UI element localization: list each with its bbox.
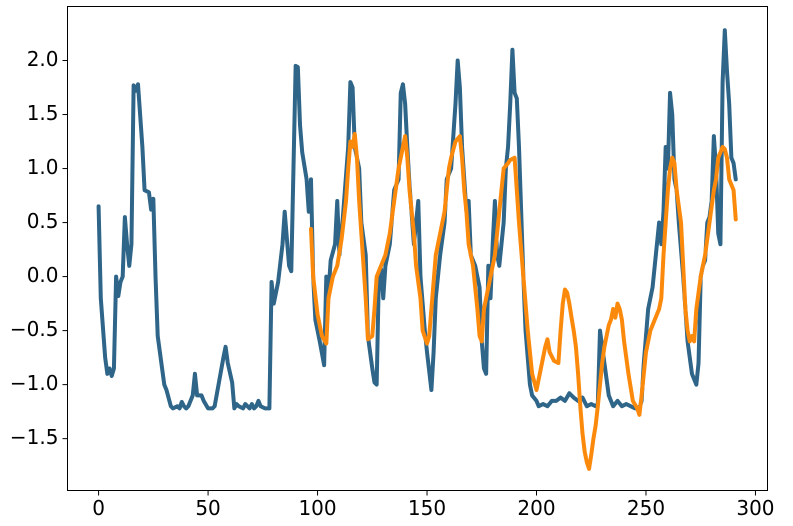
x-tick-label: 0 (92, 496, 105, 520)
x-tick-label: 50 (195, 496, 220, 520)
x-tick-label: 250 (627, 496, 665, 520)
y-tick-label: 2.0 (27, 47, 59, 71)
x-tick-label: 200 (517, 496, 555, 520)
y-tick-label: 1.5 (27, 101, 59, 125)
x-tick-label: 150 (408, 496, 446, 520)
series-group (96, 28, 738, 471)
x-tick-label: 100 (298, 496, 336, 520)
plot-frame (67, 6, 768, 491)
y-tick-label: 0.0 (27, 263, 59, 287)
line-series (308, 131, 738, 471)
y-tick-label: 1.0 (27, 155, 59, 179)
x-tick-label: 300 (736, 496, 774, 520)
y-tick-label: −1.5 (10, 425, 59, 449)
plot-area (67, 6, 768, 491)
y-tick-label: −0.5 (10, 317, 59, 341)
y-tick-label: 0.5 (27, 209, 59, 233)
y-tick-label: −1.0 (10, 371, 59, 395)
